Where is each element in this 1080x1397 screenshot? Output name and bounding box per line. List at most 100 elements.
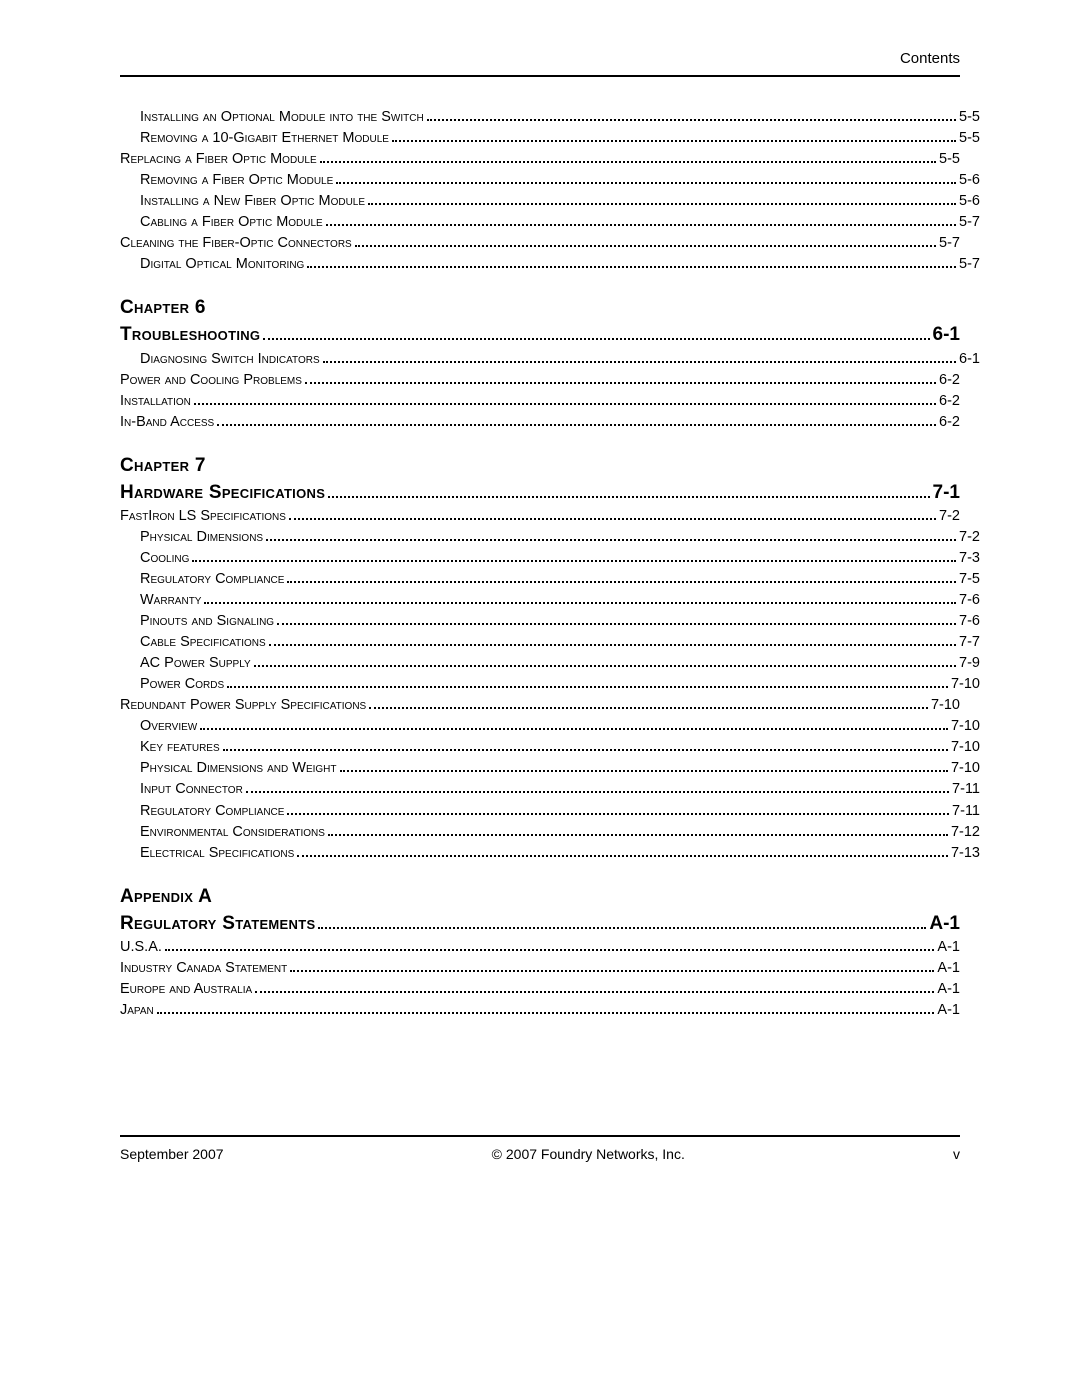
toc-entry-page: 5-7 bbox=[939, 233, 960, 254]
toc-leader bbox=[277, 623, 956, 625]
toc-entry-title: Power and Cooling Problems bbox=[120, 370, 302, 391]
toc-leader bbox=[290, 970, 934, 972]
toc-leader bbox=[287, 581, 956, 583]
toc-leader bbox=[223, 749, 948, 751]
toc-entry-page: 6-2 bbox=[939, 391, 960, 412]
toc-entry-title: Installing an Optional Module into the S… bbox=[140, 107, 424, 128]
toc-entry: Input Connector 7-11 bbox=[120, 779, 980, 800]
toc-entry-title: Regulatory Compliance bbox=[140, 801, 284, 822]
toc-entry-title: In-Band Access bbox=[120, 412, 214, 433]
toc-entry: Japan A-1 bbox=[120, 1000, 960, 1021]
toc-entry-title: Removing a 10-Gigabit Ethernet Module bbox=[140, 128, 389, 149]
toc-entry: FastIron LS Specifications 7-2 bbox=[120, 506, 960, 527]
toc-entry-title: Cable Specifications bbox=[140, 632, 266, 653]
toc-entry: Power and Cooling Problems 6-2 bbox=[120, 370, 960, 391]
toc-leader bbox=[204, 602, 956, 604]
toc-entry: In-Band Access 6-2 bbox=[120, 412, 960, 433]
footer-center: © 2007 Foundry Networks, Inc. bbox=[492, 1146, 685, 1162]
toc-leader bbox=[194, 403, 936, 405]
toc-entry-title: Electrical Specifications bbox=[140, 843, 294, 864]
toc-entry-title: Regulatory Compliance bbox=[140, 569, 284, 590]
toc-leader bbox=[328, 834, 948, 836]
toc-entry-title: Installing a New Fiber Optic Module bbox=[140, 191, 365, 212]
toc-entry-page: 7-5 bbox=[959, 569, 980, 590]
toc-entry-title: Overview bbox=[140, 716, 197, 737]
footer-rule bbox=[120, 1135, 960, 1137]
toc-entry-page: 7-7 bbox=[959, 632, 980, 653]
chapter-heading: Appendix A bbox=[120, 886, 960, 908]
toc-leader bbox=[326, 224, 956, 226]
toc-entry-page: 7-6 bbox=[959, 611, 980, 632]
toc-entry-title: Hardware Specifications bbox=[120, 479, 325, 507]
toc-entry: Diagnosing Switch Indicators 6-1 bbox=[120, 349, 980, 370]
toc-entry-page: 7-10 bbox=[951, 716, 980, 737]
toc-entry: Electrical Specifications 7-13 bbox=[120, 843, 980, 864]
toc-entry-page: 7-13 bbox=[951, 843, 980, 864]
toc-entry-title: Redundant Power Supply Specifications bbox=[120, 695, 366, 716]
toc-entry-title: FastIron LS Specifications bbox=[120, 506, 286, 527]
toc-leader bbox=[323, 361, 956, 363]
toc-entry: Regulatory Statements A-1 bbox=[120, 910, 960, 938]
toc-entry: Regulatory Compliance 7-11 bbox=[120, 801, 980, 822]
toc-entry-page: 5-7 bbox=[959, 254, 980, 275]
toc-entry-title: Input Connector bbox=[140, 779, 243, 800]
toc-entry-page: 5-7 bbox=[959, 212, 980, 233]
toc-entry-page: 5-5 bbox=[959, 107, 980, 128]
toc-entry-title: Environmental Considerations bbox=[140, 822, 325, 843]
toc-entry: Environmental Considerations 7-12 bbox=[120, 822, 980, 843]
toc-leader bbox=[263, 338, 929, 340]
toc-entry-title: Europe and Australia bbox=[120, 979, 252, 1000]
toc-leader bbox=[287, 813, 949, 815]
toc-content: Installing an Optional Module into the S… bbox=[120, 107, 960, 1021]
toc-leader bbox=[254, 665, 956, 667]
toc-entry-title: Digital Optical Monitoring bbox=[140, 254, 304, 275]
toc-entry-title: Key features bbox=[140, 737, 220, 758]
toc-entry-page: 7-12 bbox=[951, 822, 980, 843]
toc-entry: Redundant Power Supply Specifications 7-… bbox=[120, 695, 960, 716]
toc-leader bbox=[200, 728, 948, 730]
toc-entry-page: 5-6 bbox=[959, 191, 980, 212]
toc-leader bbox=[318, 927, 926, 929]
header-label: Contents bbox=[120, 50, 960, 67]
chapter-heading: Chapter 7 bbox=[120, 455, 960, 477]
toc-entry-title: Cleaning the Fiber-Optic Connectors bbox=[120, 233, 352, 254]
toc-entry-page: 7-3 bbox=[959, 548, 980, 569]
toc-leader bbox=[305, 382, 936, 384]
toc-entry: Warranty 7-6 bbox=[120, 590, 980, 611]
toc-entry: Removing a 10-Gigabit Ethernet Module 5-… bbox=[120, 128, 980, 149]
toc-entry-page: A-1 bbox=[929, 910, 960, 938]
toc-entry-page: A-1 bbox=[937, 979, 960, 1000]
toc-entry-title: Warranty bbox=[140, 590, 201, 611]
toc-entry-page: A-1 bbox=[937, 937, 960, 958]
toc-entry-page: 6-2 bbox=[939, 370, 960, 391]
toc-leader bbox=[266, 539, 956, 541]
toc-leader bbox=[427, 119, 956, 121]
toc-entry-title: Pinouts and Signaling bbox=[140, 611, 274, 632]
toc-entry-title: Replacing a Fiber Optic Module bbox=[120, 149, 317, 170]
toc-entry: Troubleshooting 6-1 bbox=[120, 321, 960, 349]
toc-leader bbox=[157, 1012, 935, 1014]
toc-leader bbox=[217, 424, 936, 426]
toc-entry-title: Power Cords bbox=[140, 674, 224, 695]
toc-entry: Key features 7-10 bbox=[120, 737, 980, 758]
page: Contents Installing an Optional Module i… bbox=[0, 0, 1080, 1397]
toc-entry: Pinouts and Signaling 7-6 bbox=[120, 611, 980, 632]
toc-entry-page: 7-10 bbox=[951, 737, 980, 758]
toc-entry: Physical Dimensions and Weight 7-10 bbox=[120, 758, 980, 779]
header-rule bbox=[120, 75, 960, 77]
toc-entry: Digital Optical Monitoring 5-7 bbox=[120, 254, 980, 275]
footer-right: v bbox=[953, 1146, 960, 1162]
toc-entry-title: Industry Canada Statement bbox=[120, 958, 287, 979]
toc-entry: Europe and Australia A-1 bbox=[120, 979, 960, 1000]
toc-leader bbox=[369, 707, 928, 709]
toc-entry-page: 5-5 bbox=[939, 149, 960, 170]
toc-entry-title: U.S.A. bbox=[120, 937, 162, 958]
toc-entry: Removing a Fiber Optic Module 5-6 bbox=[120, 170, 980, 191]
toc-entry-page: 6-1 bbox=[959, 349, 980, 370]
toc-leader bbox=[368, 203, 956, 205]
toc-entry-page: 7-11 bbox=[952, 779, 980, 800]
toc-leader bbox=[340, 770, 948, 772]
toc-entry: Installing an Optional Module into the S… bbox=[120, 107, 980, 128]
toc-entry-title: Physical Dimensions and Weight bbox=[140, 758, 337, 779]
toc-leader bbox=[328, 496, 929, 498]
